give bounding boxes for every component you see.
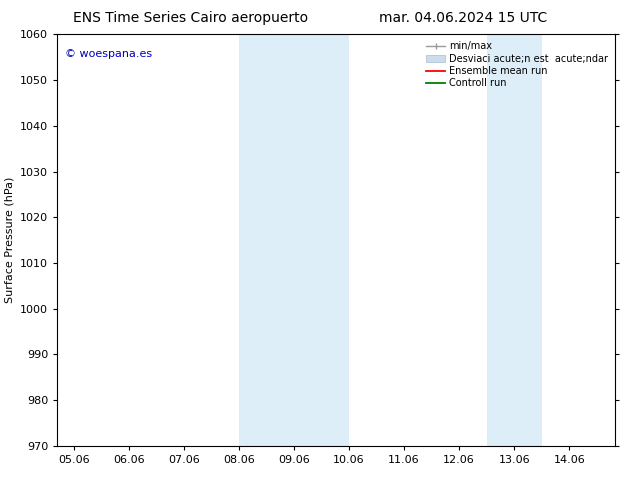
Legend: min/max, Desviaci acute;n est  acute;ndar, Ensemble mean run, Controll run: min/max, Desviaci acute;n est acute;ndar… [424, 39, 610, 90]
Bar [294, 34, 349, 446]
Bar [239, 34, 294, 446]
Bar [487, 34, 541, 446]
Text: ENS Time Series Cairo aeropuerto: ENS Time Series Cairo aeropuerto [73, 11, 307, 25]
Y-axis label: Surface Pressure (hPa): Surface Pressure (hPa) [4, 177, 15, 303]
Text: © woespana.es: © woespana.es [65, 49, 153, 59]
Text: mar. 04.06.2024 15 UTC: mar. 04.06.2024 15 UTC [378, 11, 547, 25]
